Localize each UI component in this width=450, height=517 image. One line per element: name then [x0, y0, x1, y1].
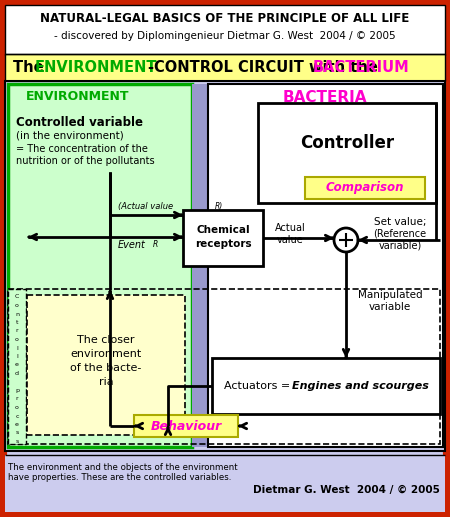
Text: o: o [15, 303, 19, 308]
Text: variable: variable [369, 302, 411, 312]
Text: n: n [15, 312, 19, 316]
Text: (Actual value: (Actual value [118, 202, 173, 211]
Bar [5, 5, 445, 55]
Bar [258, 103, 436, 203]
Bar [208, 84, 443, 447]
Text: r: r [16, 328, 18, 333]
Text: = The concentration of the: = The concentration of the [16, 144, 148, 154]
Text: Controlled variable: Controlled variable [16, 115, 143, 129]
Text: nutrition or of the pollutants: nutrition or of the pollutants [16, 156, 155, 166]
Text: Manipulated: Manipulated [358, 290, 422, 300]
Text: The: The [13, 59, 49, 74]
Text: BACTERIA: BACTERIA [283, 90, 367, 105]
Circle shape [334, 228, 358, 252]
Bar [5, 54, 445, 81]
Text: - discovered by Diplomingenieur Dietmar G. West  2004 / © 2005: - discovered by Diplomingenieur Dietmar … [54, 31, 396, 41]
Text: of the bacte-: of the bacte- [70, 363, 142, 373]
Bar [305, 177, 425, 199]
Text: The closer: The closer [77, 335, 135, 345]
Text: l: l [16, 345, 18, 351]
Text: s: s [15, 431, 18, 435]
Text: Actuators =: Actuators = [224, 381, 294, 391]
Text: ENVIRONMENT: ENVIRONMENT [35, 59, 157, 74]
Bar [134, 415, 238, 437]
Text: ENVIRONMENT: ENVIRONMENT [26, 90, 130, 103]
Text: p: p [15, 388, 19, 393]
Text: e: e [15, 362, 19, 368]
Text: s: s [15, 439, 18, 444]
Bar [8, 84, 192, 447]
Bar [183, 210, 263, 266]
Text: The environment and the objects of the environment
have properties. These are th: The environment and the objects of the e… [8, 463, 238, 482]
Text: BACTERIUM: BACTERIUM [313, 59, 410, 74]
Text: r: r [16, 397, 18, 402]
Text: R: R [153, 240, 158, 249]
Bar [192, 84, 208, 447]
Text: Dietmar G. West  2004 / © 2005: Dietmar G. West 2004 / © 2005 [253, 485, 440, 495]
Text: variable): variable) [378, 240, 422, 250]
Bar [5, 455, 445, 512]
Text: NATURAL-LEGAL BASICS OF THE PRINCIPLE OF ALL LIFE: NATURAL-LEGAL BASICS OF THE PRINCIPLE OF… [40, 12, 410, 25]
Text: d: d [15, 371, 19, 376]
Text: (in the environment): (in the environment) [16, 131, 124, 141]
Bar [5, 81, 445, 451]
Text: o: o [15, 405, 19, 410]
Bar [27, 295, 185, 435]
Text: R): R) [215, 202, 223, 211]
Text: receptors: receptors [195, 239, 251, 249]
Text: Behaviour: Behaviour [150, 419, 221, 433]
Text: o: o [15, 337, 19, 342]
Text: -CONTROL CIRCUIT with the: -CONTROL CIRCUIT with the [148, 59, 383, 74]
Text: environment: environment [70, 349, 142, 359]
Text: t: t [16, 320, 18, 325]
Text: c: c [15, 414, 19, 418]
Text: Event: Event [118, 240, 146, 250]
Text: value: value [277, 235, 303, 245]
Bar [212, 358, 440, 414]
Text: Engines and scourges: Engines and scourges [292, 381, 429, 391]
Bar [8, 289, 26, 444]
Text: Controller: Controller [300, 134, 394, 152]
Bar [8, 289, 440, 444]
Text: C: C [15, 295, 19, 299]
Text: Chemical: Chemical [196, 225, 250, 235]
Text: Actual: Actual [274, 223, 306, 233]
Text: (Reference: (Reference [374, 229, 427, 239]
Text: l: l [16, 354, 18, 359]
Text: Set value;: Set value; [374, 217, 426, 227]
Text: Comparison: Comparison [326, 181, 404, 194]
Text: e: e [15, 422, 19, 427]
Text: ria: ria [99, 377, 113, 387]
